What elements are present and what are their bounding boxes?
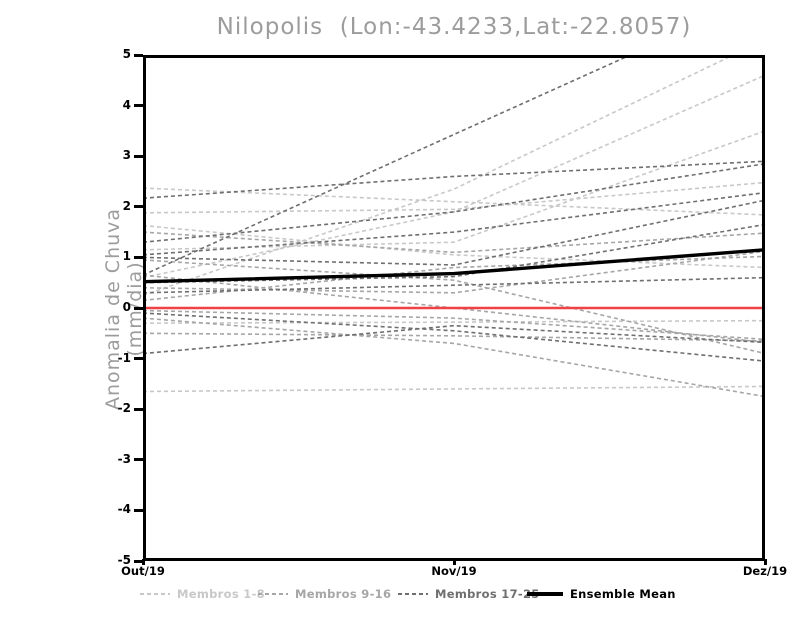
member-line-m22: [142, 223, 766, 284]
member-line-m14: [142, 317, 766, 398]
y-tick-mark: [134, 407, 143, 411]
x-tick-label: Dez/19: [742, 564, 788, 578]
y-tick-label: 5: [122, 47, 131, 61]
member-line-m01: [142, 187, 766, 216]
member-line-m02: [142, 181, 766, 214]
y-tick-label: 0: [122, 300, 131, 314]
y-tick-label: 3: [122, 148, 131, 163]
y-tick-label: -2: [117, 401, 131, 416]
y-tick-label: -4: [117, 502, 131, 517]
y-tick-label: 2: [122, 198, 131, 213]
member-line-m07: [142, 319, 766, 324]
legend-label: Membros 9-16: [295, 587, 392, 601]
member-line-m24: [142, 312, 766, 362]
solid-line-sample-black: [527, 592, 563, 596]
x-tick-mark: [452, 559, 456, 565]
dashed-line-sample-dark: [398, 593, 428, 595]
y-tick-label: -1: [117, 350, 131, 365]
y-tick-mark: [134, 306, 143, 310]
legend-item-membros-9-16: Membros 9-16: [258, 587, 391, 601]
member-line-m12: [142, 250, 766, 294]
ensemble-mean-line: [142, 248, 766, 284]
x-tick-mark: [141, 559, 145, 565]
member-line-m13: [142, 309, 766, 341]
legend-item-ensemble-mean: Ensemble Mean: [527, 587, 676, 601]
y-tick-mark: [134, 104, 143, 108]
y-tick-mark: [134, 205, 143, 209]
member-line-m20: [142, 191, 766, 256]
plot-area: [142, 0, 766, 561]
legend-label: Ensemble Mean: [570, 587, 676, 601]
member-line-m08: [142, 385, 766, 393]
member-line-m18: [142, 160, 766, 199]
y-tick-label: 1: [122, 249, 131, 264]
member-line-m21: [142, 199, 766, 266]
legend-item-membros-1-8: Membros 1-8: [140, 587, 265, 601]
chart-title: Nilopolis (Lon:-43.4233,Lat:-22.8057): [216, 14, 692, 40]
legend-item-membros-17-25: Membros 17-25: [398, 587, 540, 601]
member-line-m23: [142, 276, 766, 294]
member-line-m25: [142, 324, 766, 355]
member-line-m03: [142, 224, 766, 269]
member-line-m09: [142, 231, 766, 254]
y-tick-mark: [134, 53, 143, 57]
y-tick-mark: [134, 508, 143, 512]
y-tick-mark: [134, 458, 143, 462]
plot-svg: [142, 0, 766, 398]
member-line-m04: [142, 130, 766, 251]
member-line-m10: [142, 259, 766, 355]
x-tick-label: Out/19: [121, 564, 165, 578]
y-tick-mark: [134, 154, 143, 158]
y-tick-mark: [134, 357, 143, 361]
member-line-m19: [142, 162, 766, 244]
dashed-line-sample-light: [140, 593, 170, 595]
y-tick-label: -5: [117, 553, 131, 567]
legend-label: Membros 17-25: [435, 587, 540, 601]
member-line-m16: [142, 255, 766, 302]
y-tick-mark: [134, 255, 143, 259]
legend-label: Membros 1-8: [177, 587, 265, 601]
y-tick-mark: [134, 559, 143, 563]
y-tick-label: -3: [117, 451, 131, 466]
member-line-m05: [142, 74, 766, 279]
x-tick-label: Nov/19: [431, 564, 477, 578]
y-tick-label: 4: [122, 97, 131, 112]
member-line-m11: [142, 274, 766, 344]
member-line-m15: [142, 332, 766, 342]
x-tick-mark: [763, 559, 767, 565]
dashed-line-sample-medium: [258, 593, 288, 595]
